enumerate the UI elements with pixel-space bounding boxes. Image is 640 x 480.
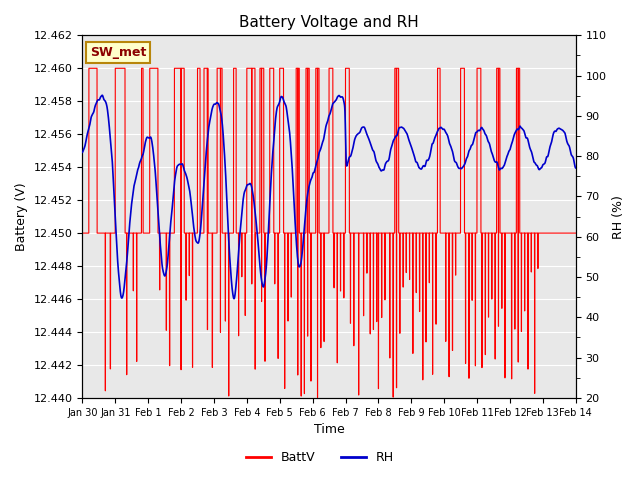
Y-axis label: RH (%): RH (%) — [612, 195, 625, 239]
X-axis label: Time: Time — [314, 423, 344, 436]
Legend: BattV, RH: BattV, RH — [241, 446, 399, 469]
Title: Battery Voltage and RH: Battery Voltage and RH — [239, 15, 419, 30]
Text: SW_met: SW_met — [90, 46, 146, 59]
Y-axis label: Battery (V): Battery (V) — [15, 182, 28, 251]
